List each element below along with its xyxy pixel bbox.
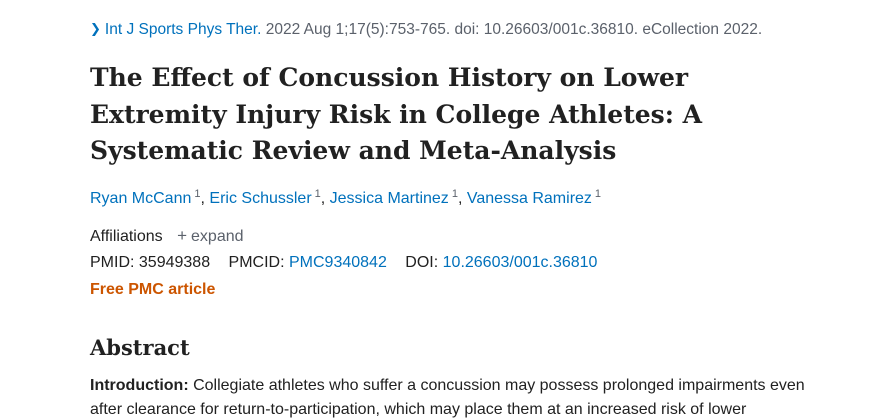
author-link[interactable]: Vanessa Ramirez bbox=[466, 190, 592, 207]
affiliations-expand-button[interactable]: + expand bbox=[177, 226, 244, 245]
author-link[interactable]: Eric Schussler bbox=[209, 190, 312, 207]
doi-label: DOI: bbox=[405, 254, 439, 271]
free-pmc-badge: Free PMC article bbox=[90, 281, 216, 298]
author-link[interactable]: Jessica Martinez bbox=[329, 190, 449, 207]
author-link[interactable]: Ryan McCann bbox=[90, 190, 192, 207]
author-affiliation-marker[interactable]: 1 bbox=[194, 188, 201, 200]
identifiers-row: PMID: 35949388 PMCID: PMC9340842 DOI: 10… bbox=[90, 251, 597, 275]
abstract-intro-text: Collegiate athletes who suffer a concuss… bbox=[90, 377, 805, 418]
plus-icon: + bbox=[177, 226, 188, 245]
chevron-right-icon: ❯ bbox=[90, 21, 101, 36]
pmcid-label: PMCID: bbox=[228, 254, 285, 271]
citation-details: 2022 Aug 1;17(5):753-765. doi: 10.26603/… bbox=[265, 21, 763, 38]
abstract-intro-label: Introduction: bbox=[90, 377, 189, 394]
pmcid-link[interactable]: PMC9340842 bbox=[289, 254, 387, 271]
article-title: The Effect of Concussion History on Lowe… bbox=[90, 63, 703, 165]
abstract-introduction: Introduction: Collegiate athletes who su… bbox=[90, 374, 820, 418]
affiliations-row: Affiliations + expand bbox=[90, 224, 244, 249]
author-affiliation-marker[interactable]: 1 bbox=[451, 188, 458, 200]
author-list: Ryan McCann 1, Eric Schussler 1, Jessica M… bbox=[90, 188, 602, 208]
author-affiliation-marker[interactable]: 1 bbox=[314, 188, 321, 200]
pmid-value: 35949388 bbox=[138, 254, 211, 271]
expand-label: expand bbox=[191, 228, 244, 245]
citation-line: ❯ Int J Sports Phys Ther. 2022 Aug 1;17(5… bbox=[90, 19, 762, 41]
affiliations-label: Affiliations bbox=[90, 228, 163, 245]
pmid-label: PMID: bbox=[90, 254, 135, 271]
doi-link[interactable]: 10.26603/001c.36810 bbox=[442, 254, 598, 271]
abstract-heading: Abstract bbox=[90, 335, 190, 360]
journal-link[interactable]: Int J Sports Phys Ther. bbox=[104, 21, 262, 38]
author-affiliation-marker[interactable]: 1 bbox=[594, 188, 602, 200]
